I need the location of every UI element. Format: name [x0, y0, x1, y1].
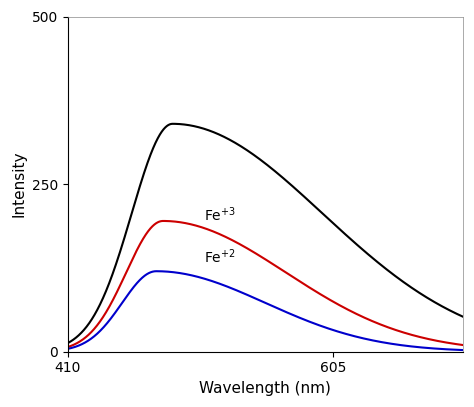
Y-axis label: Intensity: Intensity [11, 151, 26, 217]
X-axis label: Wavelength (nm): Wavelength (nm) [200, 381, 331, 396]
Text: Fe$^{+3}$: Fe$^{+3}$ [204, 206, 236, 224]
Text: Fe$^{+2}$: Fe$^{+2}$ [204, 247, 236, 265]
